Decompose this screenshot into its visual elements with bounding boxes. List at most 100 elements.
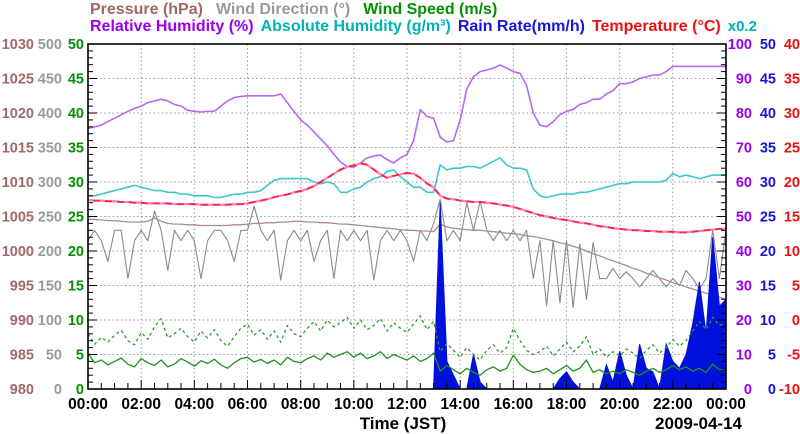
y-label-relative-humidity: 0 [744,382,752,398]
y-label-rain-rate: 10 [760,313,776,329]
y-label-temperature: -5 [787,348,800,364]
y-label-wind-direction: 350 [38,141,62,157]
y-label-rain-rate: 45 [760,72,776,88]
series-temperature [87,162,726,234]
y-label-wind-speed: 50 [68,37,84,53]
legend-rain-rate: Rain Rate(mm/h) [457,18,585,35]
y-label-wind-direction: 500 [38,37,62,53]
legend-line-2: Relative Humidity (%) Absolute Humidity (… [90,18,764,35]
series-wind_direction [87,198,727,309]
y-label-wind-direction: 0 [54,382,62,398]
x-tick-label: 20:00 [600,396,640,413]
x-tick-label: 00:00 [68,396,108,413]
y-axis-labels-right: 1009080706050403020100504540353025201510… [728,37,800,398]
y-label-pressure: 990 [10,313,34,329]
x-axis-labels: 00:00 02:00 04:00 06:00 08:00 10:00 12:00 14:00… [68,396,746,433]
y-label-temperature: 10 [784,244,800,260]
y-label-wind-speed: 35 [68,141,84,157]
y-label-pressure: 995 [10,279,34,295]
x-tick-label: 18:00 [547,396,587,413]
y-label-temperature: 30 [784,106,800,122]
chart-date: 2009-04-14 [655,414,743,433]
x-tick-label: 12:00 [387,396,427,413]
y-label-wind-speed: 45 [68,72,84,88]
y-label-rain-rate: 0 [768,382,776,398]
series-relative_humidity [87,64,726,168]
y-label-wind-direction: 300 [38,175,62,191]
y-label-temperature: 20 [784,175,800,191]
y-label-pressure: 980 [10,382,34,398]
y-label-relative-humidity: 40 [736,244,752,260]
x-axis-title: Time (JST) [360,414,447,433]
legend-wind-speed: Wind Speed (m/s) [363,1,498,18]
y-label-rain-rate: 50 [760,37,776,53]
y-label-rain-rate: 30 [760,175,776,191]
legend-line-1: Pressure (hPa) Wind Direction (°) Wind Spe… [90,1,510,18]
y-label-relative-humidity: 60 [736,175,752,191]
y-label-relative-humidity: 20 [736,313,752,329]
y-label-pressure: 1030 [2,37,34,53]
y-label-wind-direction: 150 [38,279,62,295]
y-label-pressure: 1020 [2,106,34,122]
y-label-wind-speed: 25 [68,210,84,226]
y-label-rain-rate: 25 [760,210,776,226]
y-label-wind-speed: 40 [68,106,84,122]
y-label-relative-humidity: 30 [736,279,752,295]
axis-ticks [87,43,727,390]
gridlines [88,44,726,389]
y-label-relative-humidity: 90 [736,72,752,88]
series-temperature-overlay [87,162,726,234]
series-wind_speed [87,351,727,376]
series-absolute_humidity [88,157,726,199]
series-wind_speed-dashed [87,315,727,361]
y-label-relative-humidity: 100 [728,37,752,53]
y-label-temperature: 25 [784,141,800,157]
y-label-temperature: -10 [779,382,800,398]
x-tick-label: 00:00 [706,396,746,413]
y-label-rain-rate: 20 [760,244,776,260]
y-label-wind-direction: 450 [38,72,62,88]
y-label-rain-rate: 35 [760,141,776,157]
y-label-pressure: 1005 [2,210,34,226]
y-label-temperature: 15 [784,210,800,226]
y-label-wind-direction: 250 [38,210,62,226]
x-tick-label: 06:00 [228,396,268,413]
y-label-temperature: 5 [792,279,800,295]
x-tick-label: 22:00 [653,396,693,413]
y-label-wind-direction: 200 [38,244,62,260]
y-label-relative-humidity: 10 [736,348,752,364]
legend-absolute-humidity: Absolute Humidity (g/m³) [260,18,451,35]
y-label-rain-rate: 5 [768,348,776,364]
y-label-temperature: 40 [784,37,800,53]
y-label-wind-speed: 15 [68,279,84,295]
y-label-temperature: 0 [792,313,800,329]
x-tick-label: 10:00 [334,396,374,413]
y-label-wind-speed: 10 [68,313,84,329]
y-label-rain-rate: 40 [760,106,776,122]
y-label-pressure: 1000 [2,244,34,260]
y-label-wind-direction: 50 [46,348,62,364]
y-label-wind-speed: 5 [76,348,84,364]
x-tick-label: 14:00 [440,396,480,413]
y-label-pressure: 1025 [2,72,34,88]
y-label-relative-humidity: 70 [736,141,752,157]
y-label-pressure: 985 [10,348,34,364]
y-label-temperature: 35 [784,72,800,88]
legend-wind-direction: Wind Direction (°) [215,1,351,18]
series-pressure [88,217,727,300]
y-label-rain-rate: 15 [760,279,776,295]
legend-pressure: Pressure (hPa) [90,1,203,18]
x-tick-label: 02:00 [121,396,161,413]
y-label-wind-speed: 30 [68,175,84,191]
y-label-wind-speed: 20 [68,244,84,260]
y-label-pressure: 1010 [2,175,34,191]
legend-temperature: Temperature (°C) [591,18,721,35]
y-label-relative-humidity: 50 [736,210,752,226]
y-label-pressure: 1015 [2,141,34,157]
y-label-wind-direction: 100 [38,313,62,329]
x-tick-label: 16:00 [493,396,533,413]
y-axis-labels-left: 1030102510201015101010051000995990985980… [2,37,84,398]
y-label-wind-direction: 400 [38,106,62,122]
